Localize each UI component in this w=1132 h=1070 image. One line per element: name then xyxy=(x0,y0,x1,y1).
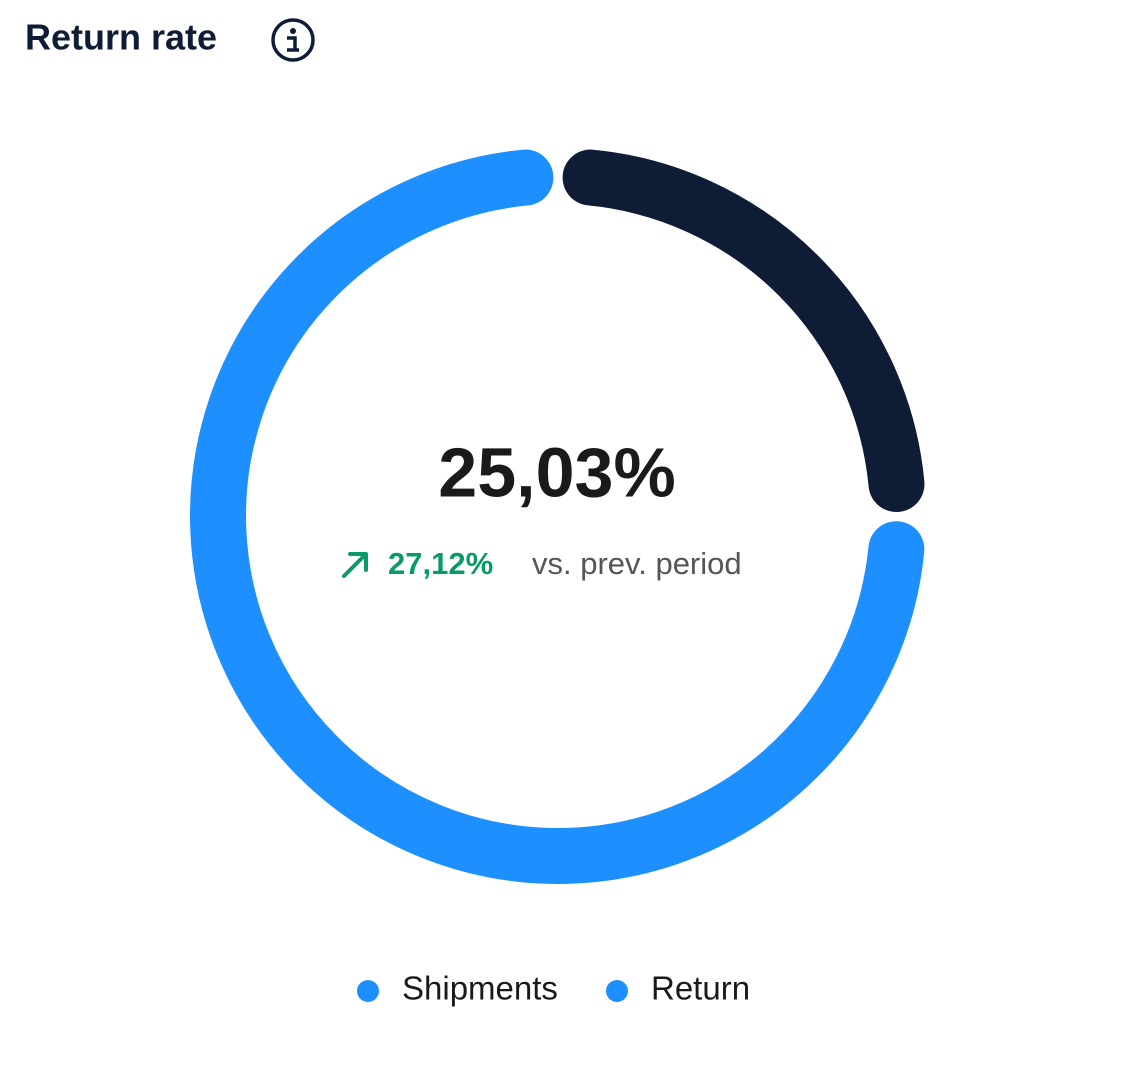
info-dot xyxy=(290,28,296,34)
legend-marker xyxy=(357,980,379,1002)
chart-title: Return rate xyxy=(25,17,217,58)
legend-label: Shipments xyxy=(402,970,558,1007)
info-circle xyxy=(271,18,315,62)
trend-arrow xyxy=(342,552,368,578)
change-note: vs. prev. period xyxy=(532,546,742,581)
info-stem xyxy=(287,36,299,52)
info-icon[interactable] xyxy=(271,18,315,62)
donut-segment xyxy=(190,149,925,884)
legend-marker xyxy=(606,980,628,1002)
legend-label: Return xyxy=(651,970,750,1007)
change-value: 27,12% xyxy=(388,546,493,581)
donut-segment xyxy=(562,149,925,513)
center-value: 25,03% xyxy=(438,433,675,511)
